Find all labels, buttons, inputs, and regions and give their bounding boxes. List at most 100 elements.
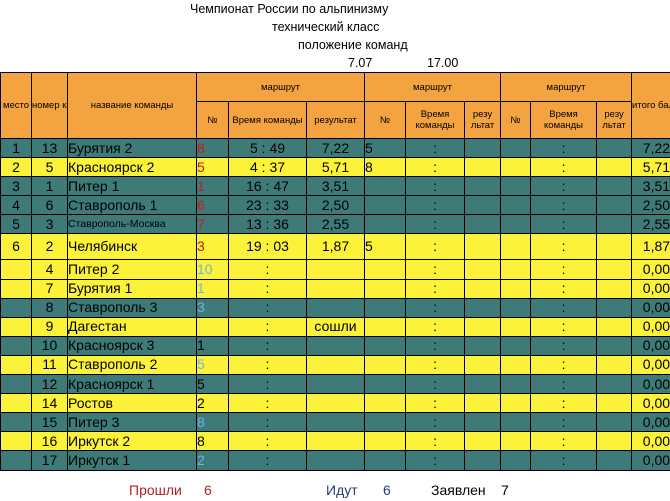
cell-route3-time: :: [530, 374, 598, 395]
cell-route1-num: 8: [196, 431, 229, 452]
table-row: 17 Иркутск 1 2::: 0,00: [0, 450, 670, 471]
cell-route1-result: 3,51: [305, 176, 366, 197]
cell-route3-result: [596, 374, 633, 395]
cell-team-name: Иркутск 2: [67, 431, 197, 452]
cell-route2-num: 5: [364, 233, 407, 261]
cell-route3-num: [500, 316, 532, 337]
title-standings: положение команд: [298, 38, 408, 52]
cell-place: [0, 354, 32, 376]
cell-route3-result: [596, 195, 633, 216]
cell-route2-num: [364, 412, 407, 433]
cell-route2-time: :: [405, 195, 466, 216]
cell-route3-num: [500, 137, 532, 159]
cell-route1-num: 6: [196, 195, 229, 216]
col-route3-num: №: [500, 101, 532, 139]
cell-route3-time: :: [530, 176, 598, 197]
cell-total: 0,00: [631, 259, 670, 280]
cell-route1-num: 2: [196, 393, 229, 414]
cell-route1-num: 2: [196, 450, 229, 471]
cell-route3-num: [500, 354, 532, 376]
cell-route1-result: [305, 354, 366, 376]
cell-route3-num: [500, 393, 532, 414]
cell-route3-time: :: [530, 412, 598, 433]
cell-route1-time: :: [228, 374, 307, 395]
col-route3-result: резу льтат: [596, 101, 633, 139]
cell-team-name: Бурятия 1: [67, 278, 197, 299]
col-route-1: маршрут: [195, 72, 366, 102]
title-championship: Чемпионат России по альпинизму: [190, 2, 389, 16]
cell-route3-time: :: [530, 195, 598, 216]
cell-route1-time: :: [228, 450, 307, 471]
cell-route2-num: [364, 354, 407, 376]
cell-route2-result: [464, 297, 502, 318]
cell-team-name: Красноярск 1: [67, 374, 197, 395]
cell-route2-result: [464, 450, 502, 471]
cell-team-number: 4: [31, 259, 68, 280]
cell-total: 0,00: [631, 297, 670, 318]
cell-total: 0,00: [631, 431, 670, 452]
cell-route2-result: [464, 278, 502, 299]
cell-route2-time: :: [405, 157, 466, 178]
standings-table: место номер команды название команды мар…: [0, 72, 670, 471]
col-route2-time: Время команды: [405, 101, 466, 139]
cell-route1-result: [305, 335, 366, 356]
cell-route3-time: :: [530, 431, 598, 452]
cell-route2-time: :: [405, 278, 466, 299]
cell-route3-num: [500, 233, 532, 261]
table-row: 6 2 Челябинск 3 19 : 03 1,87 5::1,87: [0, 233, 670, 261]
cell-route3-time: :: [530, 233, 598, 261]
cell-route2-time: :: [405, 412, 466, 433]
cell-route2-result: [464, 335, 502, 356]
cell-route3-time: :: [530, 214, 598, 235]
table-row: 14 Ростов 2::: 0,00: [0, 393, 670, 414]
cell-place: [0, 297, 32, 318]
cell-place: 5: [0, 214, 32, 235]
cell-team-number: 15: [31, 412, 68, 433]
cell-total: 0,00: [631, 450, 670, 471]
cell-route3-num: [500, 431, 532, 452]
cell-route3-time: :: [530, 157, 598, 178]
cell-team-number: 12: [31, 374, 68, 395]
cell-place: 1: [0, 137, 32, 159]
cell-route1-num: 8: [196, 137, 229, 159]
cell-place: [0, 450, 32, 471]
cell-route2-num: [364, 393, 407, 414]
cell-route3-result: [596, 412, 633, 433]
cell-route1-result: 5,71: [305, 157, 366, 178]
cell-route1-result: [305, 412, 366, 433]
footer-declared-label: Заявлен: [431, 482, 486, 498]
col-total: итого баллов: [631, 72, 670, 139]
cell-route3-num: [500, 297, 532, 318]
cell-route3-time: :: [530, 259, 598, 280]
cell-route1-time: :: [228, 354, 307, 376]
cell-route2-num: [364, 214, 407, 235]
cell-route2-num: 8: [364, 157, 407, 178]
cell-team-number: 9: [31, 316, 68, 337]
cell-route3-time: :: [530, 297, 598, 318]
cell-place: 6: [0, 233, 32, 261]
cell-route3-num: [500, 176, 532, 197]
cell-route3-num: [500, 374, 532, 395]
cell-route3-time: :: [530, 335, 598, 356]
cell-route2-time: :: [405, 316, 466, 337]
cell-route2-time: :: [405, 259, 466, 280]
cell-team-name: Ставрополь 1: [67, 195, 197, 216]
cell-route2-num: [364, 176, 407, 197]
cell-team-number: 5: [31, 157, 68, 178]
cell-route2-result: [464, 374, 502, 395]
cell-route3-num: [500, 259, 532, 280]
table-row: 7 Бурятия 1 1::: 0,00: [0, 278, 670, 299]
cell-route3-time: :: [530, 393, 598, 414]
cell-total: 2,50: [631, 195, 670, 216]
cell-route3-time: :: [530, 137, 598, 159]
cell-route2-result: [464, 176, 502, 197]
cell-team-number: 14: [31, 393, 68, 414]
col-route-2: маршрут: [364, 72, 502, 102]
cell-team-name: Ставрополь-Москва: [67, 214, 197, 235]
cell-route2-result: [464, 316, 502, 337]
cell-route2-time: :: [405, 335, 466, 356]
cell-route2-result: [464, 214, 502, 235]
col-route1-time: Время команды: [228, 101, 307, 139]
cell-team-name: Красноярск 2: [67, 157, 197, 178]
